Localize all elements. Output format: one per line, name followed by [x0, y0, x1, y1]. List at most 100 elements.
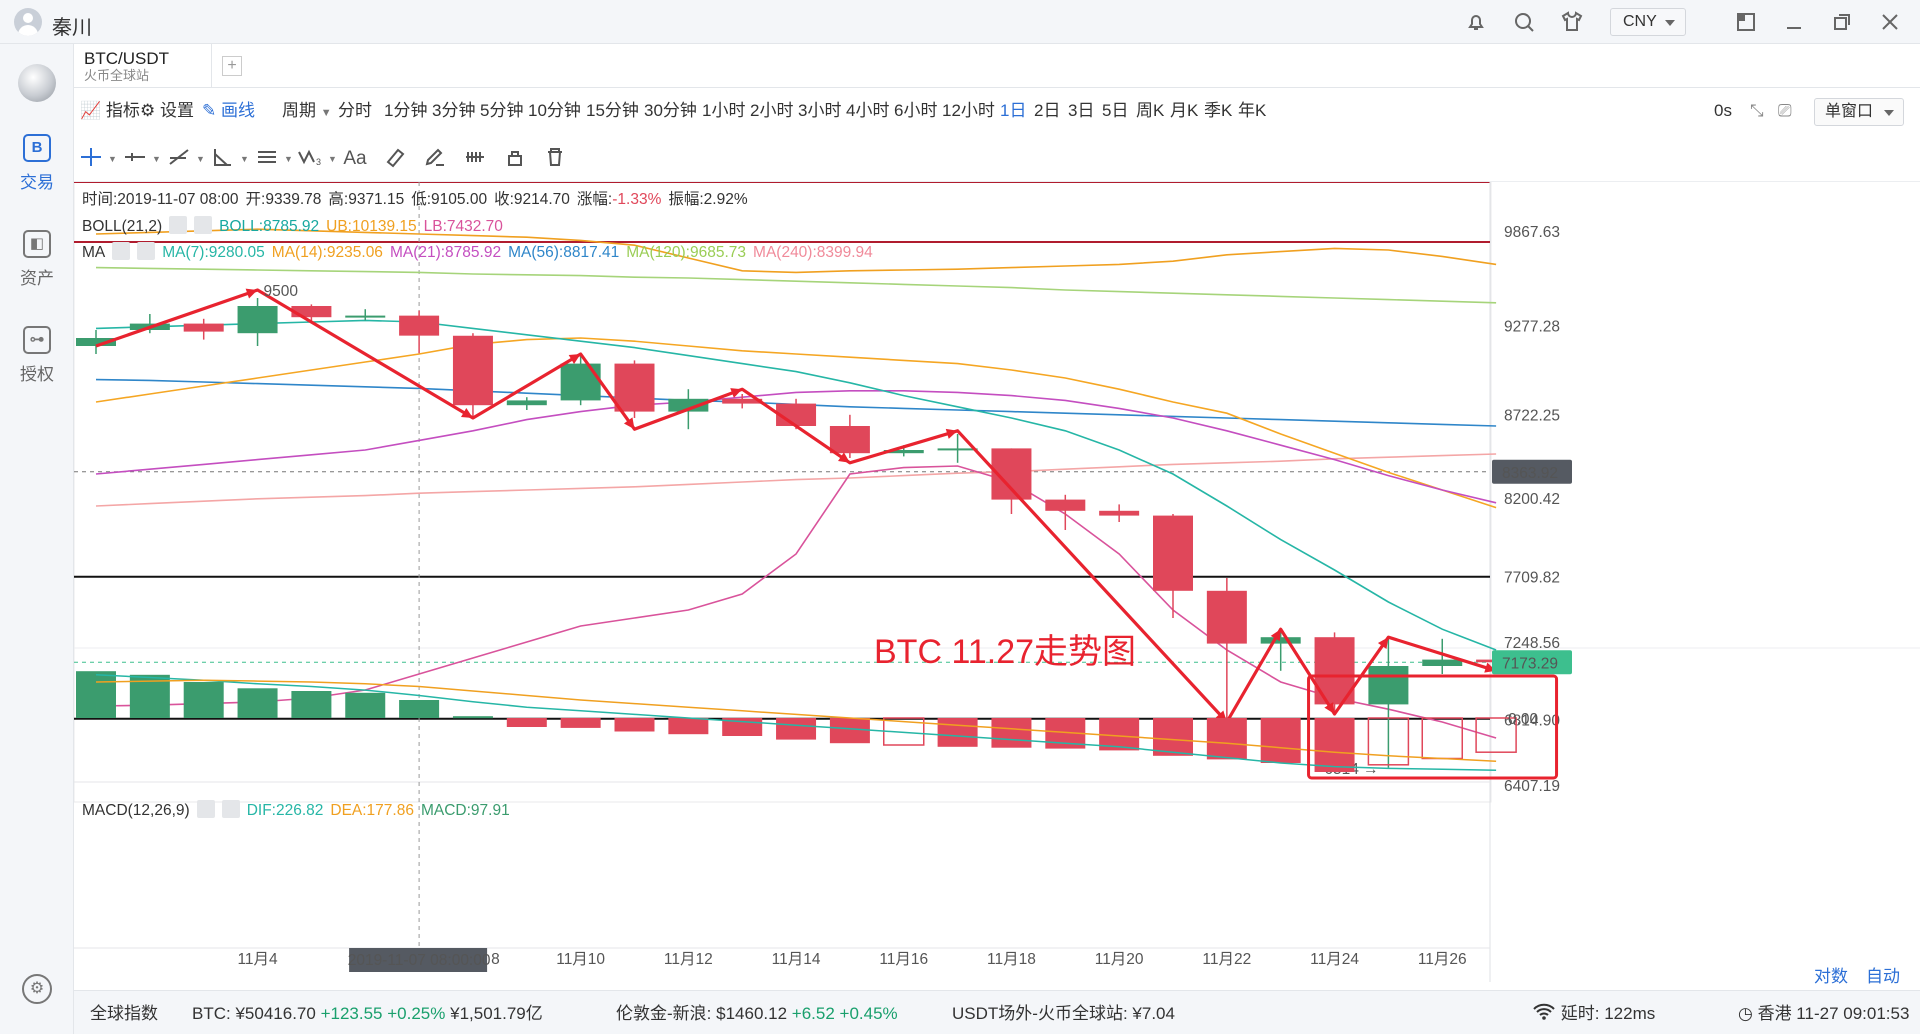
candle-body	[883, 450, 924, 454]
period-5[interactable]: 15分钟	[586, 101, 639, 120]
indicator-close-icon[interactable]	[194, 216, 213, 234]
candle-body	[560, 363, 601, 401]
period-18[interactable]: 月K	[1170, 101, 1199, 120]
latency-value: 122ms	[1604, 1004, 1656, 1023]
indicator-close-icon[interactable]	[221, 800, 240, 818]
crosshair-tool-icon[interactable]	[74, 146, 108, 172]
close-icon[interactable]	[1878, 10, 1902, 34]
macd-bar	[1314, 718, 1355, 772]
screenshot-icon[interactable]: ⎚	[1778, 101, 1792, 120]
draw-button[interactable]: ✎ 画线	[202, 100, 255, 122]
period-7[interactable]: 1小时	[702, 101, 746, 120]
sidebar-item-authorize[interactable]: ⊶ 授权	[0, 326, 74, 385]
parallel-lines-tool-icon[interactable]	[250, 146, 284, 172]
macd-bar	[829, 718, 870, 744]
indicator-close-icon[interactable]	[137, 242, 156, 260]
period-1[interactable]: 1分钟	[384, 101, 428, 120]
period-20[interactable]: 年K	[1238, 101, 1267, 120]
macd-bar	[399, 700, 440, 718]
usdt-otc-ticker: USDT场外-火币全球站: ¥7.04	[952, 1003, 1175, 1025]
maximize-icon[interactable]	[1830, 10, 1854, 34]
sidebar: B 交易 ◧ 资产 ⊶ 授权 ⚙	[0, 44, 74, 1034]
trend-arrow-head	[1270, 629, 1281, 642]
period-12[interactable]: 12小时	[942, 101, 995, 120]
indicator-settings-icon[interactable]	[196, 800, 215, 818]
indicator-settings-icon[interactable]	[169, 216, 188, 234]
trend-line-tool-icon[interactable]	[162, 146, 196, 172]
macd-highlight-box	[1307, 674, 1559, 780]
auto-scale-button[interactable]: 自动	[1866, 967, 1900, 986]
angle-tool-icon[interactable]	[206, 146, 240, 172]
date-axis-label: 11月16	[879, 951, 928, 968]
period-11[interactable]: 6小时	[894, 101, 938, 120]
period-8[interactable]: 2小时	[750, 101, 794, 120]
trash-tool-icon[interactable]	[538, 146, 572, 172]
date-axis-label: 11月26	[1418, 951, 1467, 968]
chart-annotation-title: BTC 11.27走势图	[874, 633, 1137, 671]
period-6[interactable]: 30分钟	[644, 101, 697, 120]
sidebar-item-assets[interactable]: ◧ 资产	[0, 230, 74, 289]
user-avatar-icon[interactable]	[14, 8, 42, 36]
period-2[interactable]: 3分钟	[432, 101, 476, 120]
period-17[interactable]: 周K	[1136, 101, 1165, 120]
macd-info-line: MACD(12,26,9) DIF:226.82 DEA:177.86 MACD:97…	[82, 800, 517, 821]
price-axis-label-partial: 7248.56	[1504, 635, 1560, 652]
bell-icon[interactable]	[1464, 10, 1488, 34]
ohlc-high: 高:9371.15	[328, 191, 405, 208]
indicator-settings-icon[interactable]	[112, 242, 131, 260]
usdt-label: USDT场外-火币全球站:	[952, 1004, 1128, 1023]
fullscreen-icon[interactable]: ⤡	[1750, 101, 1764, 120]
tab-btc-usdt[interactable]: BTC/USDT 火币全球站	[74, 44, 212, 88]
settings-gear-icon[interactable]: ⚙	[22, 974, 52, 1004]
period-16[interactable]: 5日	[1102, 101, 1129, 120]
log-scale-button[interactable]: 对数	[1814, 967, 1848, 986]
chart-area[interactable]: 95006514 →9867.639277.288722.258200.4277…	[74, 182, 1920, 986]
user-name: 秦川	[52, 17, 92, 39]
ma-line-ma240	[95, 453, 1497, 507]
settings-button[interactable]: ⚙ 设置	[140, 100, 194, 122]
price-axis-label: 7709.82	[1504, 569, 1560, 586]
indicator-button[interactable]: 📈 指标	[80, 100, 140, 122]
ohlc-change: 涨幅:-1.33%	[577, 191, 661, 208]
date-axis-label: 11月12	[664, 951, 713, 968]
currency-select[interactable]: CNY	[1610, 8, 1686, 36]
period-14[interactable]: 2日	[1034, 101, 1061, 120]
eraser-tool-icon[interactable]	[378, 146, 412, 172]
clock-time: 香港 11-27 09:01:53	[1757, 1004, 1910, 1023]
wave-tool-icon[interactable]: 3	[294, 146, 328, 172]
brush-tool-icon[interactable]	[418, 146, 452, 172]
cursor-time-tag-bg	[349, 948, 488, 972]
text-tool[interactable]: Aa	[343, 148, 367, 169]
date-axis-label: 11月22	[1202, 951, 1251, 968]
shirt-icon[interactable]	[1560, 10, 1584, 34]
cursor-time-tail: 8	[491, 951, 500, 968]
period-19[interactable]: 季K	[1204, 101, 1233, 120]
window-mode-select[interactable]: 单窗口	[1814, 98, 1904, 126]
period-15[interactable]: 3日	[1068, 101, 1095, 120]
ruler-tool-icon[interactable]	[458, 146, 492, 172]
global-index-label[interactable]: 全球指数	[90, 1004, 158, 1023]
add-tab-button[interactable]: +	[222, 56, 242, 76]
date-axis-label: 11月10	[556, 951, 605, 968]
period-4[interactable]: 10分钟	[528, 101, 581, 120]
candle-body	[452, 335, 493, 406]
period-9[interactable]: 3小时	[798, 101, 842, 120]
gold-label: 伦敦金-新浪:	[616, 1004, 712, 1023]
period-3[interactable]: 5分钟	[480, 101, 524, 120]
minimize-icon[interactable]	[1782, 10, 1806, 34]
horizontal-line-tool-icon[interactable]	[118, 146, 152, 172]
candle-body	[183, 323, 224, 332]
sidebar-item-trade[interactable]: B 交易	[0, 134, 74, 193]
refresh-interval[interactable]: 0s	[1714, 101, 1732, 120]
title-bar: 秦川 CNY	[0, 0, 1920, 44]
search-icon[interactable]	[1512, 10, 1536, 34]
period-0[interactable]: 分时	[338, 101, 372, 120]
period-13[interactable]: 1日	[1000, 101, 1027, 120]
period-10[interactable]: 4小时	[846, 101, 890, 120]
trend-arrow-head	[460, 407, 473, 418]
lock-tool-icon[interactable]	[498, 146, 532, 172]
candle-body	[345, 315, 386, 318]
candlestick-chart[interactable]: 95006514 →9867.639277.288722.258200.4277…	[74, 182, 1920, 990]
period-dropdown[interactable]: 周期 ▼	[282, 100, 332, 124]
restore-layout-icon[interactable]	[1734, 10, 1758, 34]
